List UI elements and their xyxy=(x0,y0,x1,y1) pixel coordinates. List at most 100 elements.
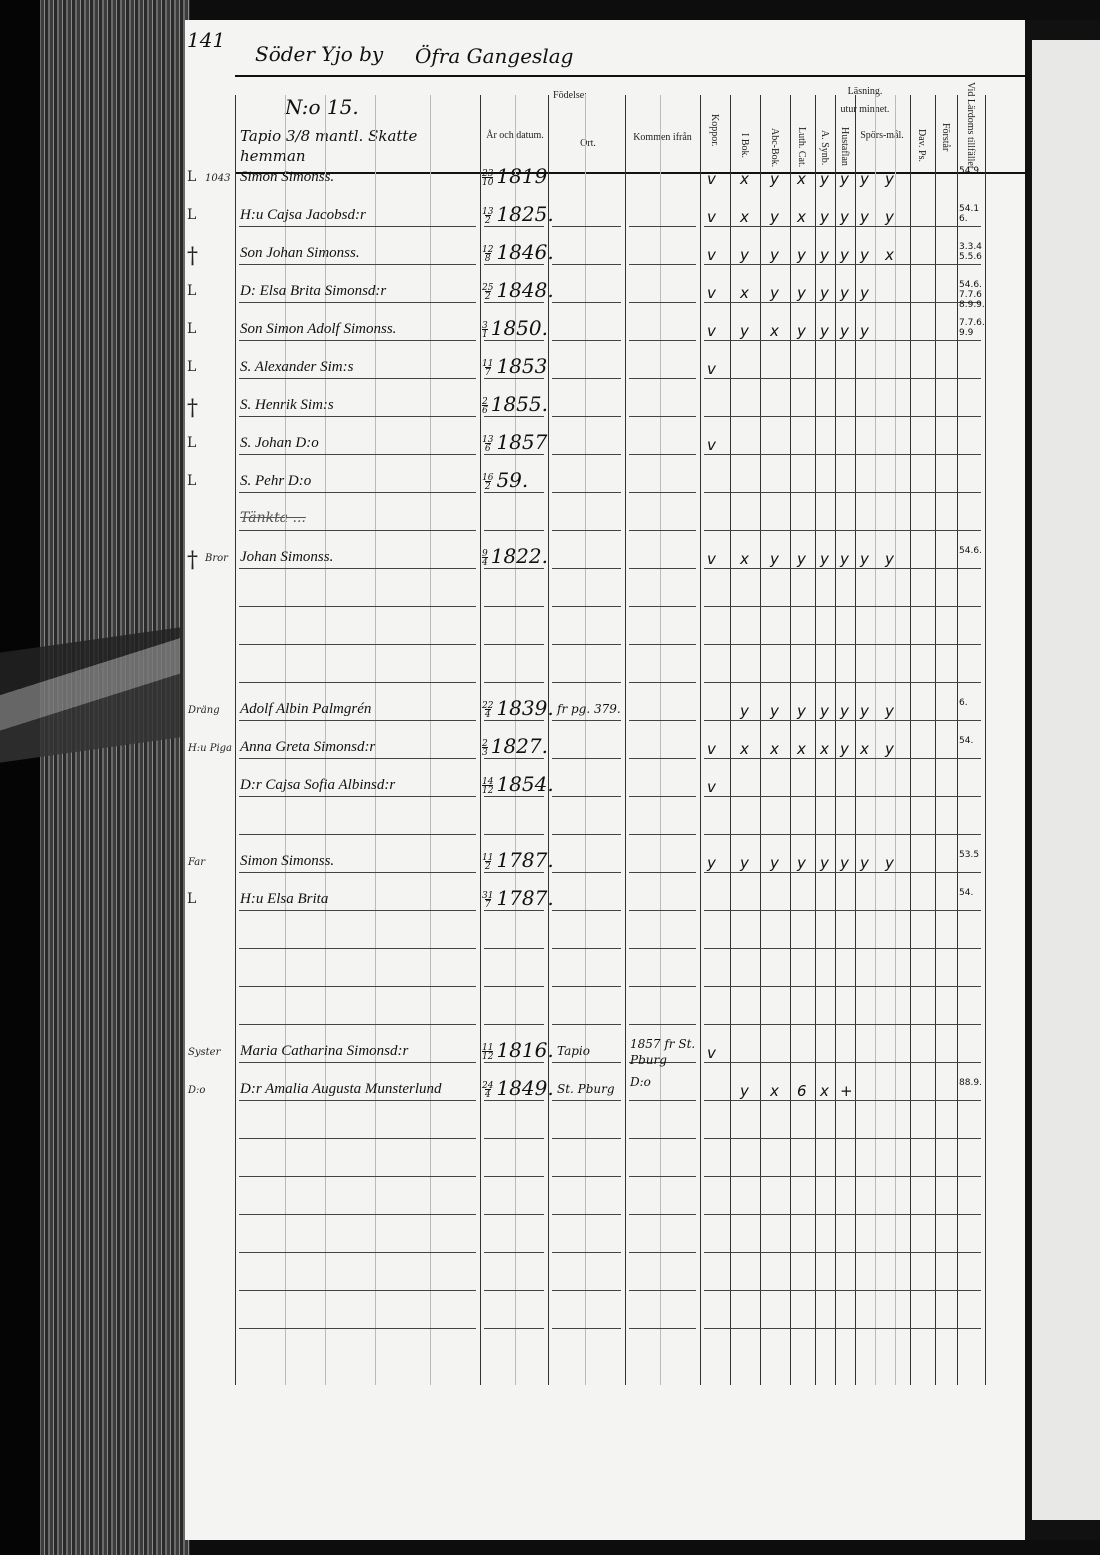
knowledge-note: 54.6. xyxy=(959,546,982,556)
row-rule xyxy=(629,1290,696,1291)
birth-day-month: 22 4 xyxy=(482,701,493,720)
row-rule xyxy=(239,720,476,721)
reading-mark: x xyxy=(770,740,779,758)
birth-day-month: 13 2 xyxy=(482,206,494,226)
birth-year: 1787. xyxy=(496,886,554,910)
row-rule xyxy=(239,302,476,303)
row-rule xyxy=(239,340,476,341)
reading-mark: x xyxy=(860,740,869,758)
left-margin-mark: L xyxy=(187,435,197,451)
header-utur-minnet: utur minnet. xyxy=(840,104,890,115)
header-lasning: Läsning. xyxy=(847,86,883,97)
birth-year: 1787. xyxy=(496,848,554,872)
parish-area: Öfra Gangeslag xyxy=(415,44,574,68)
row-rule xyxy=(484,948,544,949)
row-rule xyxy=(484,226,544,227)
row-rule xyxy=(239,1062,476,1063)
row-rule xyxy=(629,1062,696,1063)
birth-month: 2 xyxy=(484,480,491,492)
reading-mark: y xyxy=(885,170,894,188)
column-rule xyxy=(815,95,816,1385)
row-rule xyxy=(552,1214,621,1215)
row-rule xyxy=(704,682,981,683)
column-rule xyxy=(548,95,549,1385)
reading-mark: x xyxy=(770,322,779,340)
row-rule xyxy=(239,1138,476,1139)
row-rule xyxy=(239,1024,476,1025)
birth-month: 4 xyxy=(484,708,491,720)
birth-day: 13 xyxy=(482,206,494,217)
row-rule xyxy=(629,378,696,379)
household-role: Syster xyxy=(188,1047,221,1058)
entry-name: H:u Cajsa Jacobsd:r xyxy=(240,207,366,223)
reading-mark: y xyxy=(740,1082,749,1100)
column-rule xyxy=(480,95,481,1385)
reading-mark: x xyxy=(770,1082,779,1100)
row-rule xyxy=(704,1176,981,1177)
faint-rule xyxy=(430,95,431,1385)
village-title: Söder Yjo by xyxy=(255,42,384,66)
entry-name: D: Elsa Brita Simonsd:r xyxy=(240,283,387,299)
birth-date: 11 12 1816. xyxy=(482,1038,554,1062)
row-rule xyxy=(484,986,544,987)
row-rule xyxy=(629,758,696,759)
row-rule xyxy=(484,872,544,873)
birth-date: 24 4 1849. xyxy=(482,1076,554,1100)
row-rule xyxy=(704,834,981,835)
row-rule xyxy=(239,758,476,759)
reading-mark: v xyxy=(707,170,716,188)
birth-date: 25 2 1848. xyxy=(482,278,554,302)
birth-date: 2 3 1827. xyxy=(482,734,548,758)
row-rule xyxy=(484,834,544,835)
header-bottom-rule xyxy=(235,172,1025,174)
row-rule xyxy=(629,720,696,721)
header-dav-ps: Dav. Ps. xyxy=(916,128,927,162)
faint-rule xyxy=(660,95,661,1385)
birth-date: 3 1 1850. xyxy=(482,316,548,340)
row-rule xyxy=(629,682,696,683)
knowledge-note: 54. xyxy=(959,888,974,898)
row-rule xyxy=(552,948,621,949)
row-rule xyxy=(239,568,476,569)
birth-day: 16 xyxy=(482,472,494,483)
left-margin-mark: L xyxy=(187,891,197,907)
row-rule xyxy=(484,758,544,759)
reading-mark: y xyxy=(840,854,849,872)
birth-year: 1849. xyxy=(496,1076,554,1100)
birth-month: 10 xyxy=(482,176,494,188)
row-rule xyxy=(239,226,476,227)
row-rule xyxy=(484,378,544,379)
row-rule xyxy=(239,834,476,835)
row-rule xyxy=(629,264,696,265)
row-rule xyxy=(484,606,544,607)
reading-mark: y xyxy=(840,208,849,226)
row-rule xyxy=(552,302,621,303)
row-rule xyxy=(484,302,544,303)
reading-mark: y xyxy=(797,284,806,302)
row-rule xyxy=(704,948,981,949)
header-kopparr: Koppor. xyxy=(709,113,720,147)
row-rule xyxy=(552,910,621,911)
header-hustaflan: Hustaflan xyxy=(839,126,850,166)
reading-mark: v xyxy=(707,360,716,378)
birth-date: 31 7 1787. xyxy=(482,886,554,910)
birth-day-month: 14 12 xyxy=(482,776,494,796)
row-rule xyxy=(704,758,981,759)
birth-month: 6 xyxy=(482,404,488,416)
row-rule xyxy=(629,986,696,987)
birth-day: 14 xyxy=(482,776,494,787)
row-rule xyxy=(629,948,696,949)
row-rule xyxy=(484,1024,544,1025)
header-a-synb: A. Synb. xyxy=(819,129,830,166)
knowledge-note: 53.5 xyxy=(959,850,980,860)
reading-mark: x xyxy=(740,208,749,226)
row-rule xyxy=(704,644,981,645)
birth-date: 11 2 1787. xyxy=(482,848,554,872)
reading-mark: + xyxy=(840,1082,853,1100)
header-i-bok: I Bok. xyxy=(739,132,750,158)
header-top-rule xyxy=(235,75,1025,77)
birth-date: 11 7 1853 xyxy=(482,354,547,378)
household-role: H:u Piga xyxy=(188,743,232,754)
row-rule xyxy=(484,682,544,683)
